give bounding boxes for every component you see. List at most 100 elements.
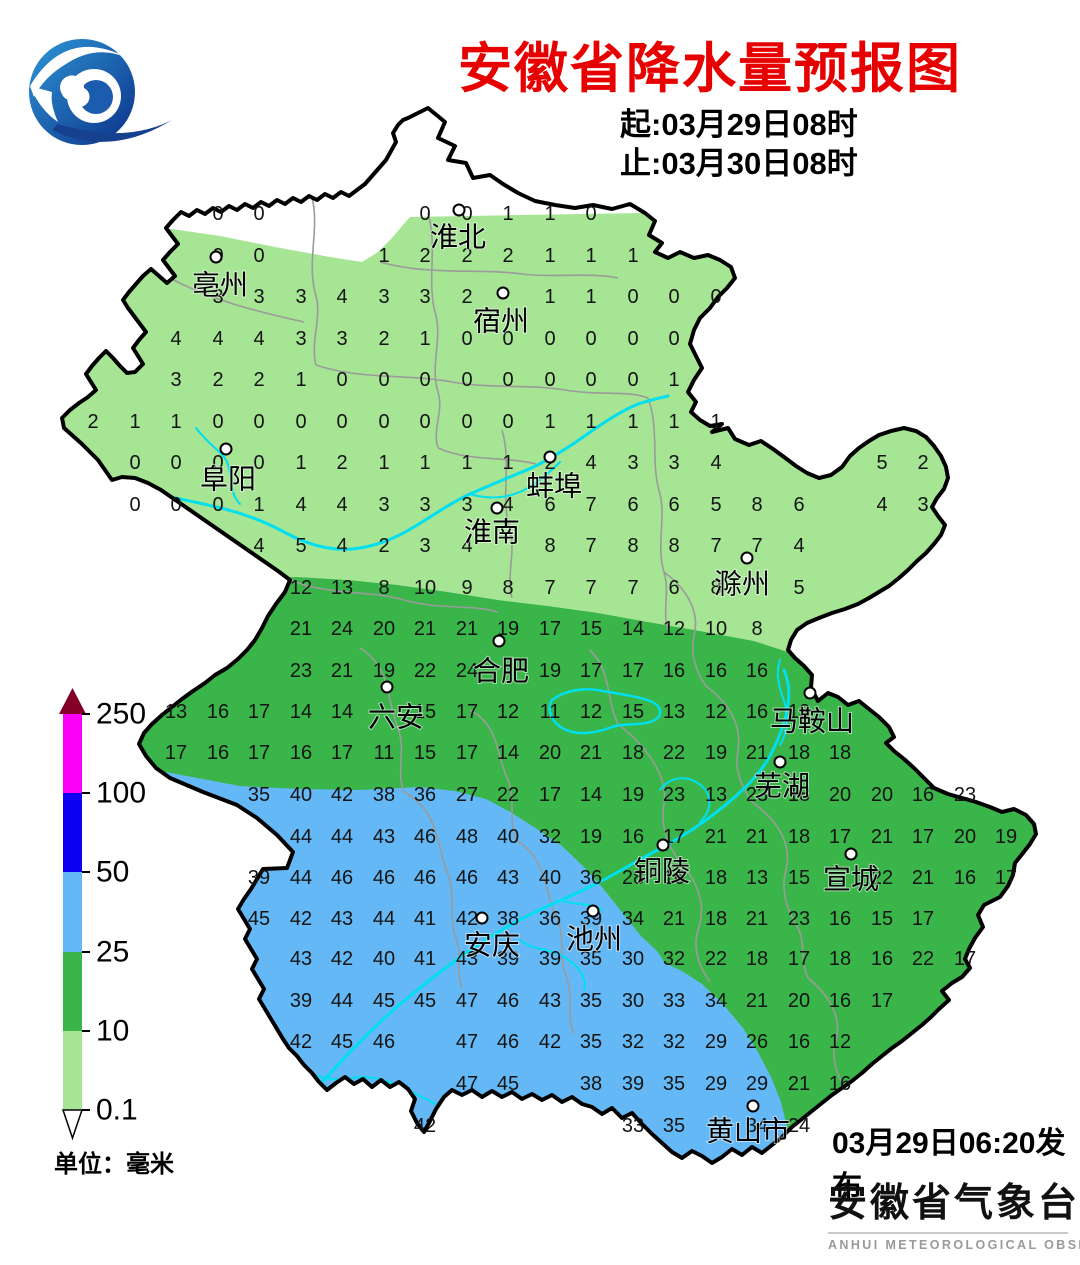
grid-value: 0 [461, 203, 472, 225]
grid-value: 1 [378, 452, 389, 474]
grid-value: 47 [456, 1031, 478, 1053]
grid-value: 36 [580, 867, 602, 889]
grid-value: 0 [668, 286, 679, 308]
grid-value: 34 [746, 1115, 768, 1137]
grid-value: 43 [373, 826, 395, 848]
grid-value: 1 [710, 411, 721, 433]
grid-value: 21 [746, 908, 768, 930]
grid-value: 36 [539, 908, 561, 930]
grid-value: 15 [414, 701, 436, 723]
grid-value: 23 [746, 784, 768, 806]
grid-value: 0 [295, 411, 306, 433]
grid-value: 29 [705, 1073, 727, 1095]
grid-value: 46 [373, 1031, 395, 1053]
grid-value: 7 [585, 535, 596, 557]
grid-value: 43 [497, 867, 519, 889]
grid-value: 27 [456, 784, 478, 806]
grid-value: 4 [793, 535, 804, 557]
grid-value: 40 [290, 784, 312, 806]
grid-value: 0 [253, 411, 264, 433]
grid-value: 16 [705, 660, 727, 682]
grid-value: 2 [461, 245, 472, 267]
grid-value: 2 [917, 452, 928, 474]
grid-value: 13 [663, 701, 685, 723]
grid-value: 32 [539, 826, 561, 848]
grid-value: 0 [336, 369, 347, 391]
grid-value: 46 [414, 867, 436, 889]
city-dot [475, 911, 489, 925]
grid-value: 38 [497, 908, 519, 930]
city-label: 宿州 [473, 306, 529, 337]
grid-value: 23 [663, 784, 685, 806]
grid-value: 16 [663, 867, 685, 889]
grid-value: 30 [622, 990, 644, 1012]
city-label: 铜陵 [634, 856, 690, 887]
grid-value: 18 [705, 908, 727, 930]
grid-value: 18 [705, 867, 727, 889]
legend-tick: 25 [96, 936, 129, 969]
grid-value: 17 [829, 826, 851, 848]
grid-value: 21 [414, 618, 436, 640]
grid-value: 48 [456, 826, 478, 848]
grid-value: 7 [585, 577, 596, 599]
grid-value: 0 [544, 369, 555, 391]
grid-value: 17 [622, 660, 644, 682]
city-dot [656, 838, 670, 852]
grid-value: 17 [954, 948, 976, 970]
grid-value: 1 [668, 369, 679, 391]
agency-name: 安徽省气象台 [828, 1182, 1080, 1225]
grid-value: 21 [871, 826, 893, 848]
city-dot [496, 286, 510, 300]
grid-value: 2 [378, 328, 389, 350]
grid-value: 21 [788, 1073, 810, 1095]
grid-value: 0 [502, 369, 513, 391]
grid-value: 29 [705, 1031, 727, 1053]
grid-value: 33 [663, 990, 685, 1012]
grid-value: 21 [290, 618, 312, 640]
grid-value: 1 [668, 411, 679, 433]
grid-value: 16 [954, 867, 976, 889]
grid-value: 28 [622, 867, 644, 889]
grid-value: 16 [622, 826, 644, 848]
grid-value: 35 [580, 1031, 602, 1053]
city-dot [490, 501, 504, 515]
grid-value: 21 [705, 826, 727, 848]
grid-value: 0 [212, 494, 223, 516]
grid-value: 24 [331, 618, 353, 640]
grid-value: 44 [290, 826, 312, 848]
grid-value: 23 [954, 784, 976, 806]
grid-value: 32 [663, 948, 685, 970]
grid-value: 18 [746, 948, 768, 970]
grid-value: 3 [378, 286, 389, 308]
grid-value: 3 [295, 286, 306, 308]
grid-value: 4 [585, 452, 596, 474]
grid-value: 3 [627, 452, 638, 474]
grid-value: 45 [248, 908, 270, 930]
grid-value: 46 [497, 990, 519, 1012]
legend-tick: 100 [96, 777, 146, 810]
grid-value: 16 [207, 701, 229, 723]
forecast-period-start: 起:03月29日08时 [620, 107, 858, 142]
grid-value: 14 [580, 784, 602, 806]
grid-value: 39 [622, 1073, 644, 1095]
city-dot [773, 755, 787, 769]
grid-value: 0 [419, 369, 430, 391]
grid-value: 12 [290, 577, 312, 599]
city-label: 阜阳 [200, 464, 256, 495]
grid-value: 0 [419, 411, 430, 433]
grid-value: 1 [544, 245, 555, 267]
grid-value: 0 [627, 286, 638, 308]
grid-value: 8 [627, 535, 638, 557]
grid-value: 6 [627, 494, 638, 516]
grid-value: 1 [544, 411, 555, 433]
grid-value: 35 [248, 784, 270, 806]
grid-value: 15 [580, 618, 602, 640]
grid-value: 32 [663, 1031, 685, 1053]
grid-value: 19 [622, 784, 644, 806]
city-dot [492, 634, 506, 648]
grid-value: 45 [331, 1031, 353, 1053]
grid-value: 3 [295, 328, 306, 350]
grid-value: 32 [622, 1031, 644, 1053]
grid-value: 22 [663, 742, 685, 764]
grid-value: 44 [373, 908, 395, 930]
